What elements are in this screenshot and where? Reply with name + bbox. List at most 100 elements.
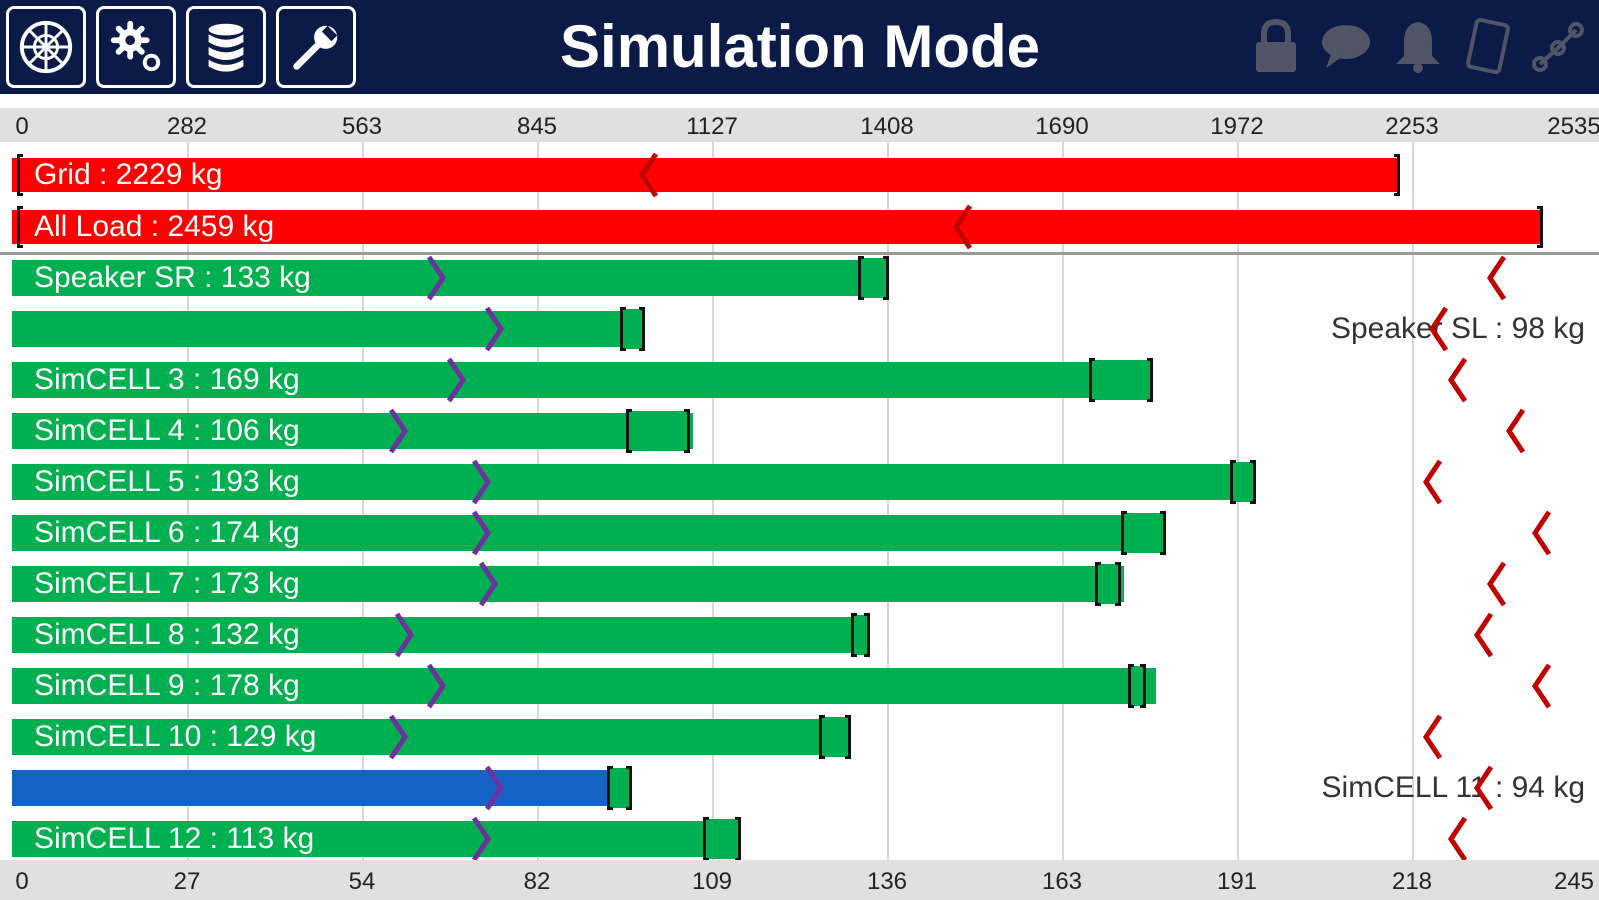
cell-bar[interactable]	[12, 260, 867, 296]
bell-icon[interactable]	[1390, 16, 1446, 76]
setpoint-marker-icon[interactable]	[473, 559, 503, 609]
total-range-bracket-min[interactable]	[17, 154, 23, 196]
cell-bar[interactable]	[12, 617, 861, 653]
bottom-axis-tick-6: 163	[1041, 868, 1083, 895]
database-button[interactable]	[186, 6, 266, 88]
gridline	[887, 142, 889, 860]
cell-bar-label: SimCELL 8 : 132 kg	[34, 618, 300, 651]
cell-range-bracket-max[interactable]	[639, 307, 645, 351]
cell-range-bracket-min[interactable]	[857, 256, 864, 300]
cell-bar[interactable]	[12, 770, 617, 806]
cell-range-bracket-min[interactable]	[1095, 562, 1102, 606]
setpoint-marker-icon[interactable]	[421, 661, 451, 711]
cell-range-bracket-max[interactable]	[864, 613, 870, 657]
total-bar[interactable]	[12, 210, 1540, 244]
cell-range-bracket-min[interactable]	[851, 613, 858, 657]
cell-bar-label: SimCELL 4 : 106 kg	[34, 414, 300, 447]
limit-marker-icon[interactable]	[1527, 661, 1557, 711]
cell-range-bracket-max[interactable]	[1146, 358, 1153, 402]
cell-range-bracket-min[interactable]	[819, 715, 825, 759]
tablet-icon[interactable]	[1460, 16, 1516, 76]
bottom-axis-tick-7: 191	[1216, 868, 1258, 895]
cell-bar[interactable]	[12, 311, 642, 347]
cell-range-bracket-min[interactable]	[1121, 511, 1128, 555]
cell-range-bracket-max[interactable]	[626, 766, 633, 810]
settings-button[interactable]	[96, 6, 176, 88]
setpoint-marker-icon[interactable]	[466, 457, 496, 507]
cell-range-bracket-min[interactable]	[626, 409, 633, 453]
gridline	[1412, 142, 1414, 860]
limit-marker-icon[interactable]	[1469, 763, 1499, 813]
cell-range-bracket-max[interactable]	[1114, 562, 1121, 606]
cell-range-bracket-max[interactable]	[844, 715, 851, 759]
tools-button[interactable]	[276, 6, 356, 88]
setpoint-marker-icon[interactable]	[466, 508, 496, 558]
cell-range-bracket-fill	[1124, 513, 1163, 553]
target-marker-icon[interactable]	[948, 202, 978, 252]
top-axis-tick-6: 1690	[1035, 113, 1089, 140]
total-bar[interactable]	[12, 158, 1397, 192]
limit-marker-icon[interactable]	[1482, 559, 1512, 609]
connection-nodes-icon[interactable]	[1530, 16, 1586, 76]
cell-range-bracket-min[interactable]	[606, 766, 613, 810]
wrench-icon	[293, 25, 338, 70]
cell-bar[interactable]	[12, 515, 1131, 551]
bottom-axis-tick-3: 82	[523, 868, 551, 895]
limit-marker-icon[interactable]	[1443, 814, 1473, 860]
limit-marker-icon[interactable]	[1527, 508, 1557, 558]
cell-bar-label: SimCELL 11 : 94 kg	[1321, 771, 1585, 804]
cell-range-bracket-fill	[1130, 666, 1144, 706]
limit-marker-icon[interactable]	[1443, 355, 1473, 405]
cell-range-bracket-max[interactable]	[1249, 460, 1256, 504]
cell-range-bracket-min[interactable]	[1230, 460, 1237, 504]
cell-range-bracket-max[interactable]	[684, 409, 690, 453]
cell-bar[interactable]	[12, 566, 1125, 602]
cell-bar[interactable]	[12, 668, 1157, 704]
cell-range-bracket-max[interactable]	[1140, 664, 1147, 708]
totals-separator	[0, 252, 1599, 255]
setpoint-marker-icon[interactable]	[389, 610, 419, 660]
cell-range-bracket-fill	[609, 768, 630, 808]
setpoint-marker-icon[interactable]	[479, 763, 509, 813]
total-range-bracket-max[interactable]	[1536, 206, 1543, 248]
gridline	[537, 142, 539, 860]
limit-marker-icon[interactable]	[1482, 253, 1512, 303]
cell-bar-label: Speaker SL : 98 kg	[1330, 312, 1585, 345]
setpoint-marker-icon[interactable]	[383, 406, 413, 456]
cell-range-bracket-min[interactable]	[1127, 664, 1134, 708]
cell-bar[interactable]	[12, 362, 1099, 398]
bottom-axis: 0 27 54 82 109 136 163 191 218 245	[0, 860, 1599, 900]
network-globe-button[interactable]	[6, 6, 86, 88]
limit-marker-icon[interactable]	[1424, 304, 1454, 354]
chat-bubble-icon[interactable]	[1318, 16, 1374, 76]
limit-marker-icon[interactable]	[1469, 610, 1499, 660]
limit-marker-icon[interactable]	[1501, 406, 1531, 456]
cell-bar[interactable]	[12, 413, 694, 449]
cell-bar[interactable]	[12, 821, 739, 857]
setpoint-marker-icon[interactable]	[466, 814, 496, 860]
cell-bar-label: SimCELL 7 : 173 kg	[34, 567, 300, 600]
cell-range-bracket-min[interactable]	[703, 817, 710, 860]
cell-bar[interactable]	[12, 464, 1253, 500]
limit-marker-icon[interactable]	[1418, 712, 1448, 762]
limit-marker-icon[interactable]	[1418, 457, 1448, 507]
cell-range-bracket-max[interactable]	[735, 817, 742, 860]
cell-bar-label: SimCELL 12 : 113 kg	[34, 822, 315, 855]
top-axis-tick-8: 2253	[1385, 113, 1439, 140]
cell-range-bracket-min[interactable]	[1089, 358, 1095, 402]
cell-bar[interactable]	[12, 719, 842, 755]
setpoint-marker-icon[interactable]	[383, 712, 413, 762]
load-chart: Grid : 2229 kg All Load : 2459 kg Speaker …	[0, 142, 1599, 860]
total-range-bracket-max[interactable]	[1393, 154, 1400, 196]
bottom-axis-tick-5: 136	[866, 868, 908, 895]
target-marker-icon[interactable]	[634, 150, 664, 200]
setpoint-marker-icon[interactable]	[421, 253, 451, 303]
setpoint-marker-icon[interactable]	[441, 355, 471, 405]
cell-range-bracket-fill	[1233, 462, 1253, 502]
cell-range-bracket-min[interactable]	[619, 307, 626, 351]
cell-range-bracket-max[interactable]	[883, 256, 890, 300]
total-range-bracket-min[interactable]	[17, 206, 23, 248]
lock-icon[interactable]	[1248, 16, 1304, 76]
cell-range-bracket-max[interactable]	[1159, 511, 1166, 555]
setpoint-marker-icon[interactable]	[479, 304, 509, 354]
